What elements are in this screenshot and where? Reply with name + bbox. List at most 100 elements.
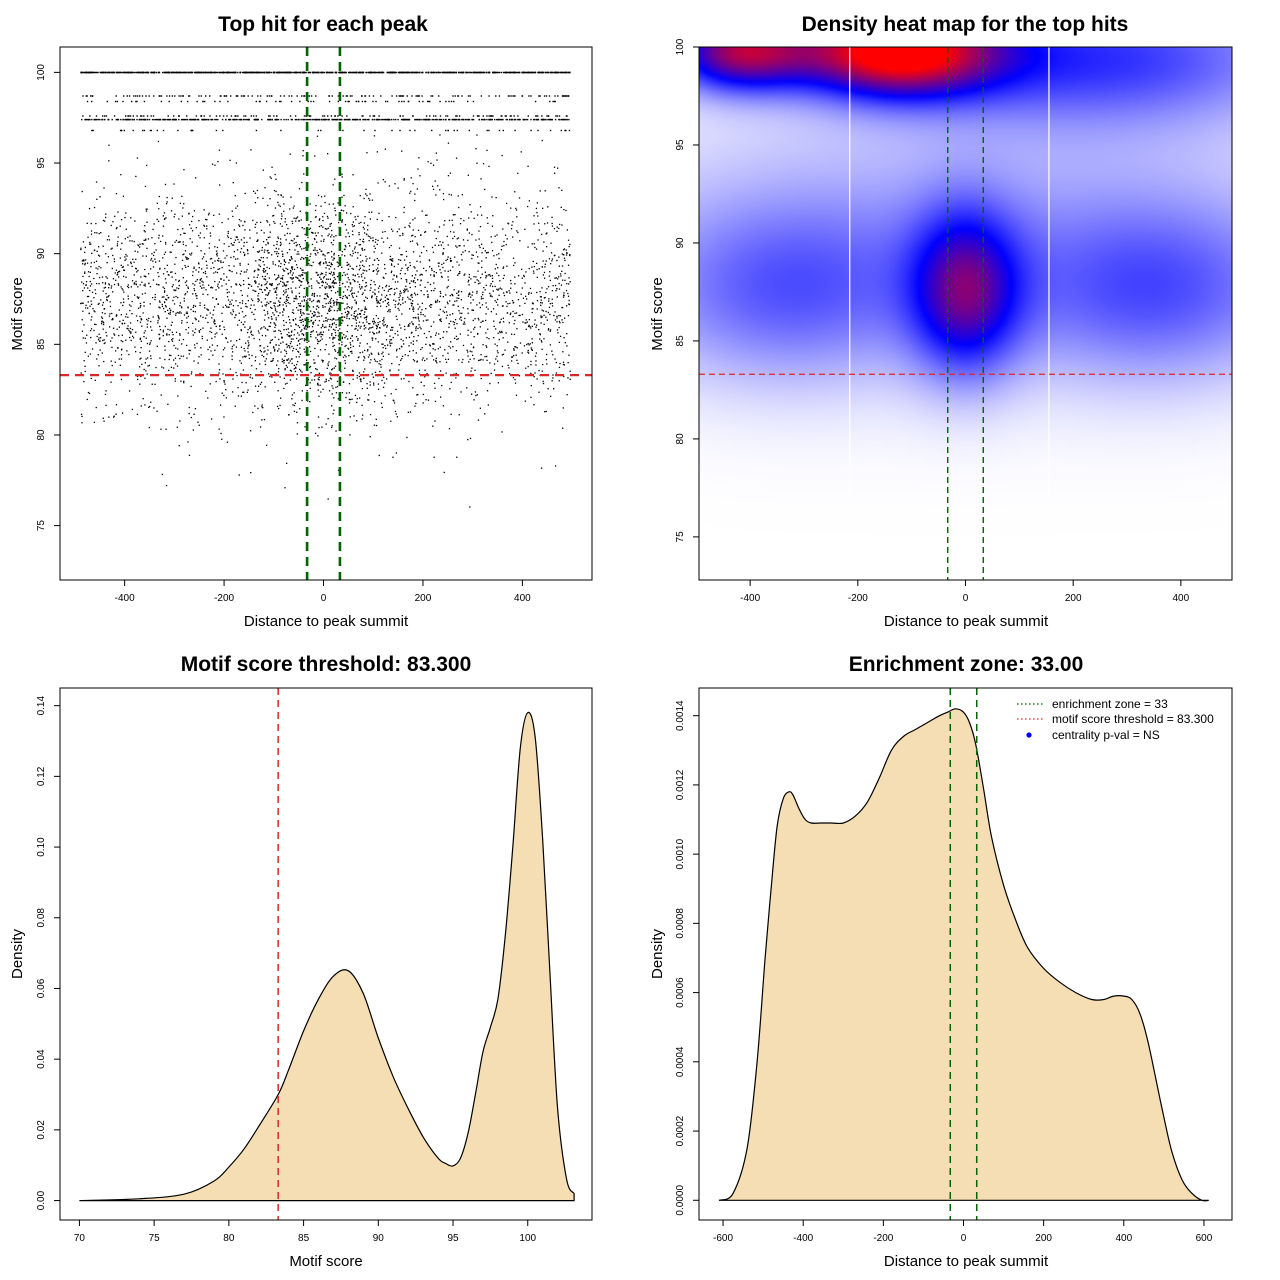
scatter-point [263,264,265,266]
scatter-point [376,299,378,301]
scatter-point [514,276,516,278]
scatter-point [343,118,346,121]
scatter-point [364,216,366,218]
scatter-point [95,260,98,262]
scatter-point [374,360,377,362]
scatter-point [556,226,558,228]
scatter-point [495,301,498,303]
scatter-point [306,313,308,315]
scatter-point [117,271,119,274]
scatter-point [374,293,376,296]
scatter-point [264,314,266,316]
scatter-point [202,281,204,283]
scatter-point [225,118,227,121]
scatter-point [336,261,338,263]
scatter-point [249,376,251,378]
scatter-point [458,359,460,361]
scatter-point [254,202,257,204]
scatter-point [325,317,327,319]
scatter-point [447,303,449,305]
scatter-point [465,118,467,121]
scatter-point [254,118,256,121]
scatter-point [454,118,457,121]
scatter-point [190,118,192,121]
scatter-point [221,266,223,269]
scatter-point [329,285,331,287]
scatter-point [231,355,233,357]
scatter-point [325,423,327,425]
scatter-point [502,71,505,74]
scatter-point [203,224,205,226]
scatter-point [142,312,144,314]
scatter-point [397,71,399,74]
scatter-point [102,245,104,247]
scatter-point [467,329,469,331]
scatter-point [412,183,414,185]
scatter-point [307,298,309,300]
scatter-point [265,294,267,296]
scatter-point [130,262,132,265]
scatter-point [496,254,498,256]
scatter-point [194,284,196,286]
scatter-point [123,269,125,271]
scatter-point [426,250,428,252]
scatter-point [317,274,320,276]
scatter-point [267,345,269,348]
scatter-point [433,382,436,384]
scatter-point [398,302,400,304]
scatter-point [280,333,282,335]
scatter-point [450,100,453,103]
scatter-point [352,317,354,320]
scatter-point [397,118,399,121]
scatter-point [544,190,546,192]
scatter-point [171,71,173,74]
scatter-point [290,100,293,103]
scatter-point [462,239,465,241]
scatter-point [531,243,533,245]
scatter-point [303,364,305,366]
scatter-point [233,71,235,74]
scatter-point [299,100,301,103]
scatter-point [478,245,480,247]
scatter-point [162,367,165,369]
scatter-point [99,118,101,121]
scatter-point [375,315,377,317]
scatter-point [84,246,86,249]
scatter-point [294,260,296,262]
scatter-point [267,252,269,254]
scatter-point [304,257,307,259]
scatter-point [369,236,371,238]
scatter-point [301,390,303,392]
scatter-point [271,307,273,309]
scatter-point [484,356,486,358]
scatter-point [267,236,269,239]
scatter-point [137,71,139,74]
scatter-point [257,295,259,297]
scatter-point [222,129,224,132]
scatter-point [252,334,254,336]
scatter-point [451,71,453,74]
scatter-point [86,95,88,97]
scatter-point [275,190,277,193]
scatter-point [355,218,357,221]
scatter-point [233,292,235,294]
scatter-point [175,256,177,259]
scatter-point [528,293,530,295]
scatter-point [328,285,330,287]
scatter-point [257,239,259,241]
scatter-point [341,219,344,221]
scatter-point [220,278,222,280]
scatter-point [198,95,200,97]
scatter-point [459,271,461,273]
scatter-point [203,71,205,74]
scatter-point [149,129,152,132]
scatter-point [299,338,301,340]
scatter-point [341,322,343,324]
scatter-point [333,239,335,241]
scatter-point [404,325,406,328]
scatter-point [355,322,358,324]
scatter-point [175,312,177,314]
scatter-point [378,363,380,365]
scatter-point [420,348,422,351]
scatter-point [169,251,171,253]
